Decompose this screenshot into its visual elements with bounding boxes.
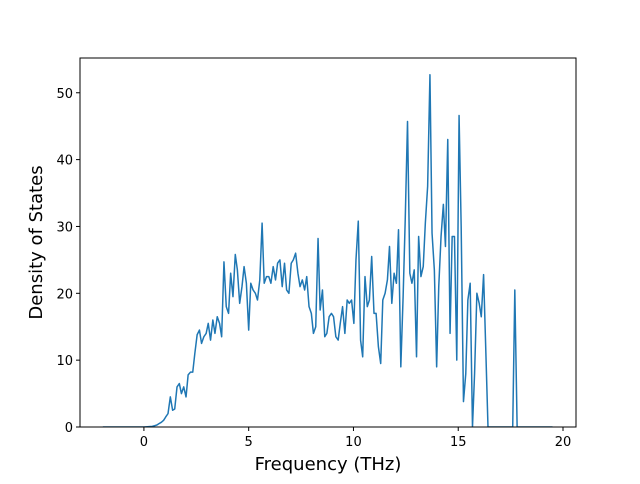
x-axis-label: Frequency (THz) [255, 454, 402, 475]
x-tick-label: 10 [345, 435, 362, 450]
y-tick-label: 20 [56, 287, 73, 302]
y-tick-label: 0 [65, 421, 73, 436]
y-tick-label: 10 [56, 354, 73, 369]
x-tick-label: 20 [555, 435, 572, 450]
y-axis-label: Density of States [26, 165, 47, 319]
plot-frame [79, 57, 577, 428]
x-tick-label: 5 [245, 435, 253, 450]
y-tick-label: 50 [56, 87, 73, 102]
x-tick-label: 15 [450, 435, 467, 450]
y-tick-label: 30 [56, 220, 73, 235]
y-tick-label: 40 [56, 154, 73, 169]
dos-line [102, 73, 553, 427]
x-tick-label: 0 [140, 435, 148, 450]
